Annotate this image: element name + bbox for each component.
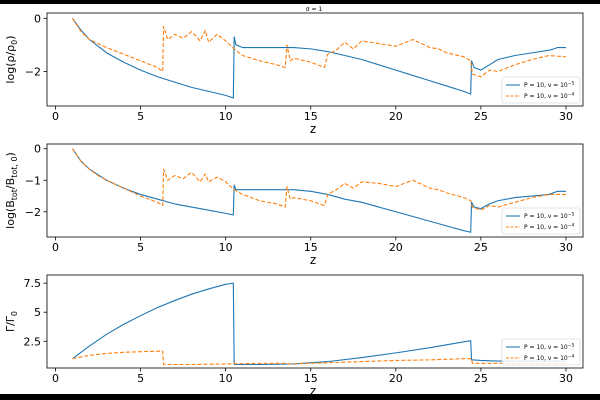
x-tick-label: 30	[559, 110, 573, 123]
y-tick-label: 2.5	[24, 335, 42, 348]
x-tick-label: 25	[474, 372, 488, 385]
x-axis-label: z	[310, 122, 316, 136]
legend-entry-label: P = 10, ν = 10−4	[524, 92, 575, 101]
y-tick-label: 7.5	[24, 277, 42, 290]
y-tick-label: −2	[25, 206, 41, 219]
x-tick-label: 25	[474, 110, 488, 123]
legend-box	[501, 338, 581, 366]
x-tick-label: 20	[389, 110, 403, 123]
x-tick-label: 10	[219, 372, 233, 385]
y-axis-label: log(ρ/ρ0)	[4, 35, 19, 83]
x-tick-label: 15	[304, 241, 318, 254]
series-line-1	[72, 282, 566, 366]
panels: 0 5 10 15 20 25 30 0 −2 z log(ρ/ρ0) P = 10, ν = 10−…	[4, 12, 584, 398]
x-tick-label: 0	[52, 241, 59, 254]
legend-entry-label: P = 10, ν = 10−5	[524, 81, 575, 90]
x-tick-label: 0	[52, 110, 59, 123]
x-tick-label: 10	[219, 110, 233, 123]
series-line-2	[72, 350, 566, 366]
axes-frame	[46, 274, 584, 369]
figure-title: σ = 1	[306, 6, 323, 13]
series-line-1	[72, 17, 566, 99]
x-tick-label: 15	[304, 110, 318, 123]
x-axis-label: z	[310, 384, 316, 398]
legend-box	[501, 76, 581, 104]
chart-panel-3: 0 5 10 15 20 25 30 2.5 5 7.5 z Γ/Γ0 P = 10, ν = 10−5…	[4, 274, 584, 398]
x-tick-label: 5	[137, 110, 144, 123]
legend-entry-label: P = 10, ν = 10−4	[524, 354, 575, 363]
x-tick-label: 10	[219, 241, 233, 254]
y-axis-label: Γ/Γ0	[4, 311, 19, 332]
axes-frame	[46, 12, 584, 107]
y-tick-label: 5	[34, 306, 41, 319]
y-tick-label: 0	[34, 12, 41, 25]
x-axis-label: z	[310, 253, 316, 267]
legend-entry-label: P = 10, ν = 10−5	[524, 343, 575, 352]
x-tick-label: 30	[559, 241, 573, 254]
x-tick-label: 0	[52, 372, 59, 385]
y-tick-label: −1	[25, 174, 41, 187]
series-line-2	[72, 18, 567, 78]
chart-panel-1: 0 5 10 15 20 25 30 0 −2 z log(ρ/ρ0) P = 10, ν = 10−…	[4, 12, 584, 136]
x-tick-label: 25	[474, 241, 488, 254]
series-line-1	[72, 148, 566, 233]
axes-frame	[46, 143, 584, 238]
x-tick-label: 5	[137, 372, 144, 385]
legend-box	[501, 207, 581, 235]
x-tick-label: 20	[389, 372, 403, 385]
legend: P = 10, ν = 10−5 P = 10, ν = 10−4	[501, 76, 581, 104]
legend-entry-label: P = 10, ν = 10−4	[524, 223, 575, 232]
x-tick-label: 15	[304, 372, 318, 385]
legend: P = 10, ν = 10−5 P = 10, ν = 10−4	[501, 207, 581, 235]
x-tick-label: 30	[559, 372, 573, 385]
legend-entry-label: P = 10, ν = 10−5	[524, 212, 575, 221]
y-tick-label: 0	[34, 143, 41, 156]
x-tick-label: 20	[389, 241, 403, 254]
x-tick-label: 5	[137, 241, 144, 254]
y-tick-label: −2	[25, 65, 41, 78]
series-line-2	[72, 148, 566, 211]
legend: P = 10, ν = 10−5 P = 10, ν = 10−4	[501, 338, 581, 366]
